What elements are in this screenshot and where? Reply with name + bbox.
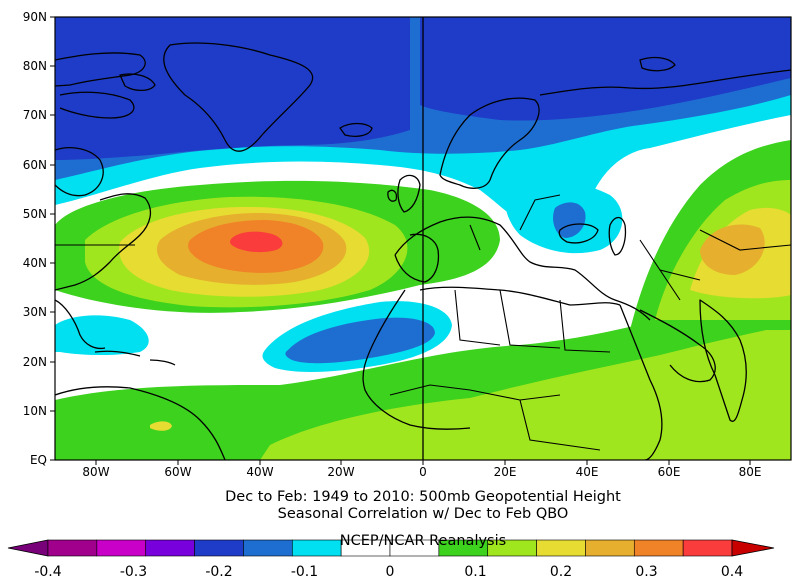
colorbar-swatch (536, 539, 586, 557)
tropical-yellow-spot (150, 421, 172, 431)
lat-label-80n: 80N (23, 59, 47, 73)
lat-label-90n: 90N (23, 10, 47, 24)
colorbar-tick-label: 0.2 (550, 564, 572, 580)
colorbar-tick-label: 0.3 (635, 564, 657, 580)
colorbar (7, 539, 775, 557)
colorbar-tick-label: -0.1 (291, 564, 318, 580)
colorbar-tick-label: 0.4 (721, 564, 743, 580)
lat-label-30n: 30N (23, 305, 47, 319)
colorbar-swatch (145, 539, 195, 557)
lon-label-20w: 20W (327, 465, 354, 479)
colorbar-swatch (96, 539, 147, 557)
colorbar-tick-labels: -0.4 -0.3 -0.2 -0.1 0 0.1 0.2 0.3 0.4 (34, 564, 743, 580)
lat-label-70n: 70N (23, 108, 47, 122)
colorbar-tick-label: -0.2 (205, 564, 232, 580)
colorbar-swatch (243, 539, 293, 557)
lat-label-60n: 60N (23, 158, 47, 172)
lon-label-80e: 80E (739, 465, 762, 479)
lon-label-40e: 40E (576, 465, 599, 479)
tropical-yellow-green (260, 325, 791, 460)
colorbar-swatch (291, 539, 342, 557)
coastlines (55, 42, 791, 460)
lat-label-20n: 20N (23, 355, 47, 369)
arctic-deep-blue-east (420, 17, 791, 121)
lon-label-80w: 80W (82, 465, 109, 479)
colorbar-tick-label: -0.3 (120, 564, 147, 580)
colorbar-swatch (633, 539, 684, 557)
colorbar-tick-label: -0.4 (34, 564, 61, 580)
lat-label-40n: 40N (23, 256, 47, 270)
latitude-axis: 90N 80N 70N 60N 50N 40N 30N 20N 10N EQ (23, 10, 55, 467)
lat-label-eq: EQ (30, 453, 47, 467)
lat-label-10n: 10N (23, 404, 47, 418)
caribbean-cyan (55, 315, 149, 355)
colorbar-swatch (194, 539, 244, 557)
colorbar-low-arrow (7, 539, 49, 557)
colorbar-high-arrow (731, 539, 775, 557)
subtropical-blue (285, 317, 435, 364)
caption-line-1: Dec to Feb: 1949 to 2010: 500mb Geopoten… (225, 489, 621, 505)
caption-line-2: Seasonal Correlation w/ Dec to Feb QBO (278, 506, 569, 522)
colorbar-swatch (682, 539, 733, 557)
africa-yellow-green-patch (440, 394, 593, 437)
lon-label-60e: 60E (658, 465, 681, 479)
arctic-deep-blue-west (55, 17, 410, 160)
colorbar-tick-label: 0 (386, 564, 395, 580)
lon-label-0: 0 (419, 465, 427, 479)
correlation-field (55, 17, 791, 460)
lat-label-50n: 50N (23, 207, 47, 221)
colorbar-swatch (47, 539, 98, 557)
asia-orange-spot (700, 224, 765, 275)
lon-label-20e: 20E (494, 465, 517, 479)
country-borders (55, 194, 791, 451)
longitude-axis: 80W 60W 40W 20W 0 20E 40E 60E 80E (82, 460, 761, 479)
lon-label-60w: 60W (164, 465, 191, 479)
colorbar-tick-label: 0.1 (464, 564, 486, 580)
caption-line-3: NCEP/NCAR Reanalysis (340, 533, 506, 549)
lon-label-40w: 40W (246, 465, 273, 479)
colorbar-swatch (585, 539, 635, 557)
atlantic-red-max (230, 231, 283, 253)
